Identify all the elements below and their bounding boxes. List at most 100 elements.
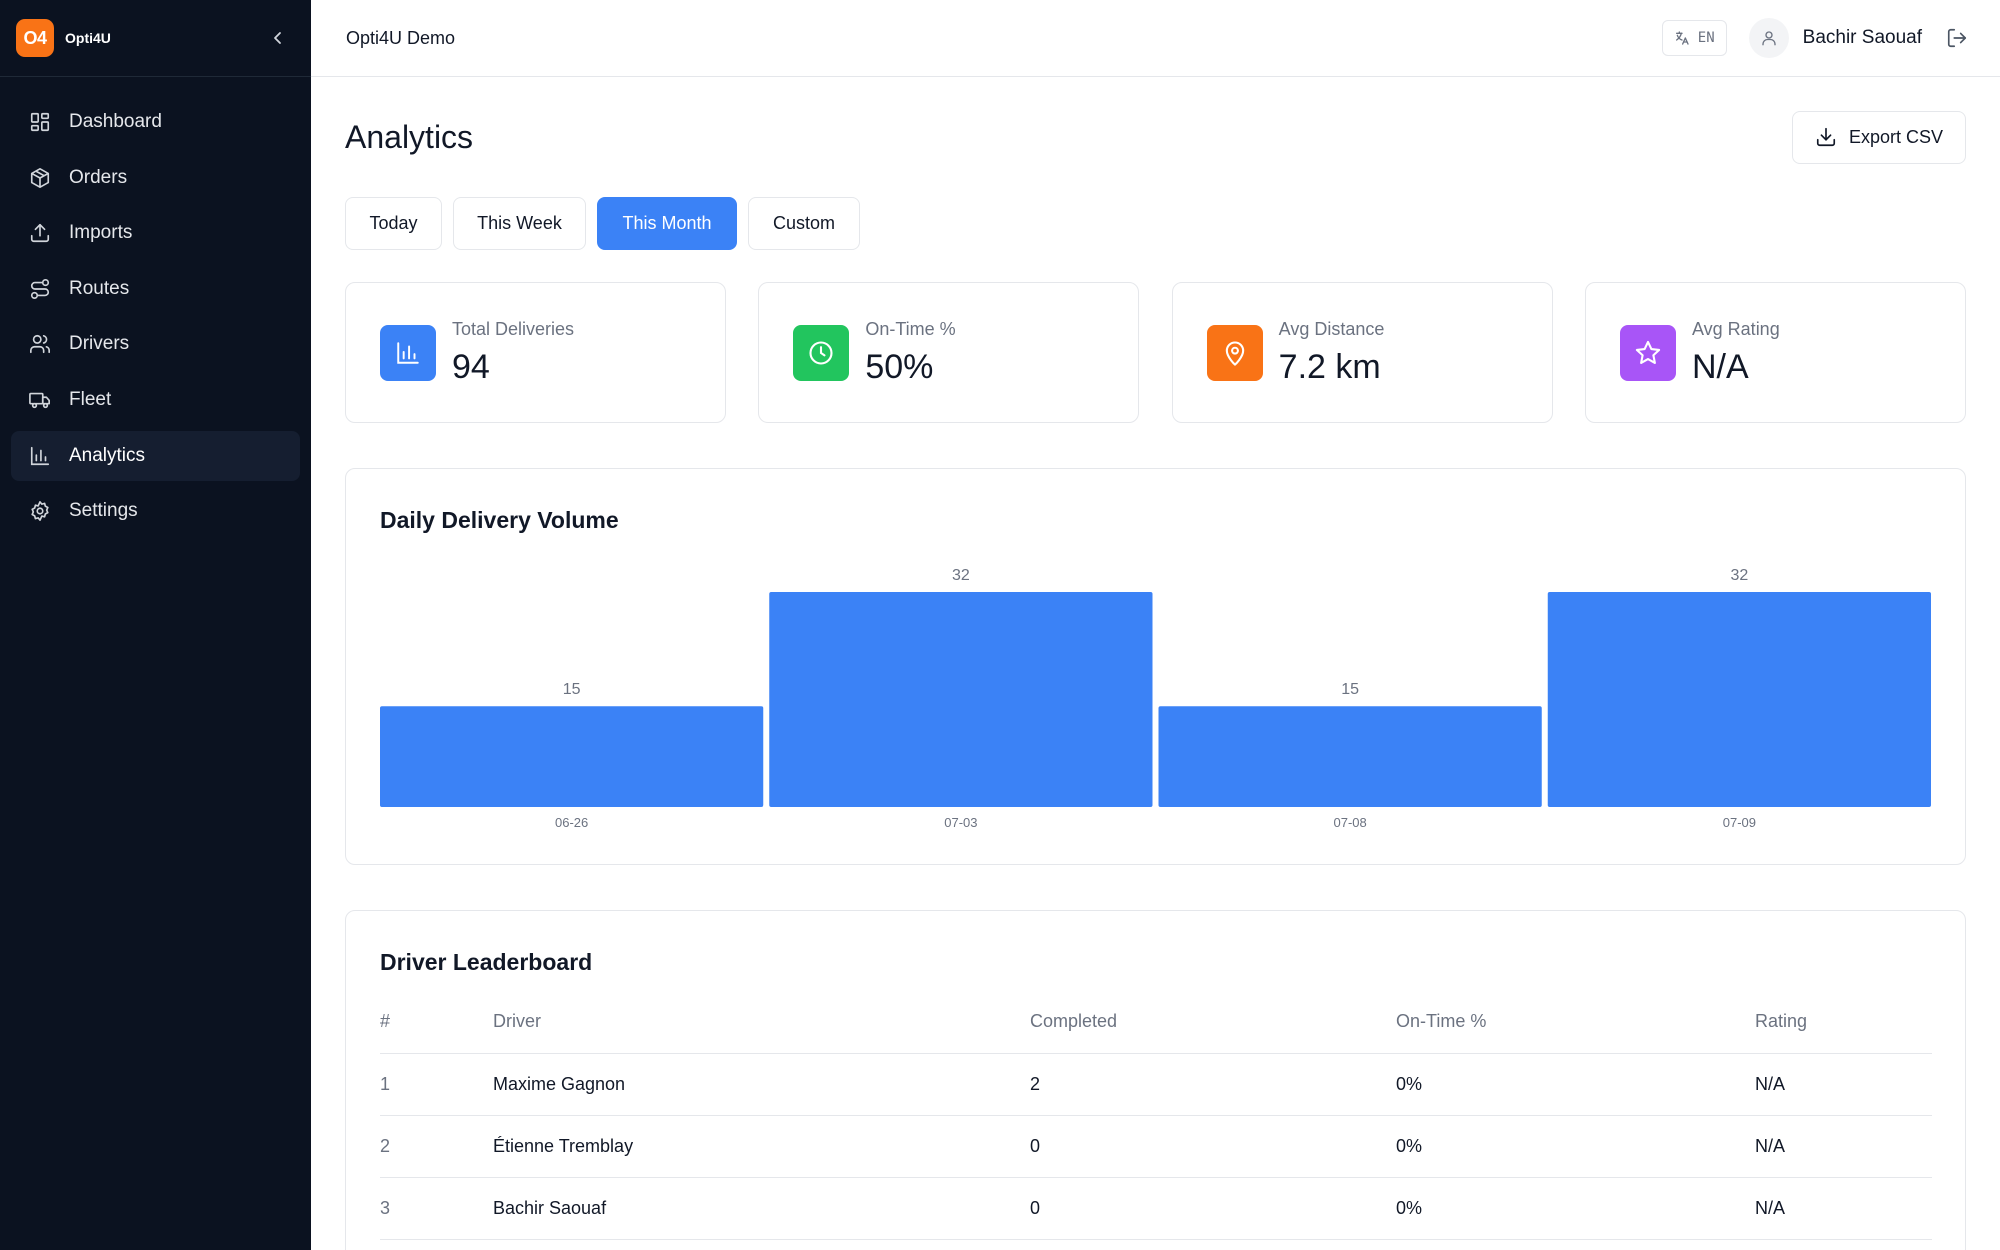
logout-icon [1947, 28, 1967, 48]
top-bar: Opti4U Demo EN Bachir Saouaf [311, 0, 2000, 77]
cell-rank: 1 [380, 1053, 493, 1116]
gear-icon [28, 499, 52, 523]
chart-category-label: 06-26 [555, 815, 588, 830]
bar-chart-icon [28, 444, 52, 468]
user-icon [1761, 31, 1776, 46]
export-label: Export CSV [1848, 126, 1943, 147]
cell-driver: Bachir Saouaf [493, 1177, 1030, 1240]
cell-completed: 2 [1030, 1053, 1396, 1116]
chart-bar-07-03[interactable] [769, 592, 1153, 807]
column-header-completed: Completed [1030, 991, 1396, 1054]
top-bar-actions: EN Bachir Saouaf [1661, 18, 2000, 58]
kpi-value: N/A [1691, 347, 1749, 386]
cell-rating: N/A [1755, 1115, 1932, 1178]
sidebar-item-label: Routes [69, 277, 130, 299]
daily-delivery-chart: 15 06-26 32 07-03 15 07-08 32 07-09 [380, 567, 1931, 830]
chart-category-label: 07-03 [944, 815, 977, 830]
collapse-sidebar-button[interactable] [267, 27, 289, 49]
kpi-cards: Total Deliveries 94 On-Time % 50% Avg Di… [345, 282, 1966, 423]
chart-bar-07-08[interactable] [1158, 706, 1542, 807]
tab-custom[interactable]: Custom [748, 197, 860, 250]
cell-driver: Étienne Tremblay [493, 1115, 1030, 1178]
cell-driver: Maxime Gagnon [493, 1053, 1030, 1116]
chart-value-label: 32 [1730, 567, 1748, 584]
app-logo[interactable]: O4 [16, 19, 54, 57]
user-name: Bachir Saouaf [1802, 27, 1922, 48]
sidebar-item-imports[interactable]: Imports [11, 208, 300, 258]
logout-button[interactable] [1944, 25, 1970, 51]
route-icon [28, 277, 52, 301]
cell-on-time: 0% [1396, 1177, 1755, 1240]
kpi-card-avg-rating: Avg Rating N/A [1584, 282, 1966, 423]
brand-name: Opti4U [65, 30, 111, 46]
leaderboard-title: Driver Leaderboard [380, 949, 593, 975]
cell-on-time: 0% [1396, 1115, 1755, 1178]
sidebar-item-settings[interactable]: Settings [11, 486, 300, 536]
kpi-card-on-time: On-Time % 50% [758, 282, 1140, 423]
table-row[interactable]: 3 Bachir Saouaf 0 0% N/A [380, 1177, 1932, 1240]
language-code: EN [1697, 30, 1715, 46]
kpi-label: Avg Rating [1691, 318, 1780, 339]
language-switcher[interactable]: EN [1661, 20, 1727, 56]
driver-leaderboard-card: Driver Leaderboard # Driver Completed On… [345, 910, 1966, 1250]
dashboard-icon [28, 110, 52, 134]
upload-icon [28, 221, 52, 245]
map-pin-icon [1206, 324, 1263, 381]
sidebar-item-orders[interactable]: Orders [11, 153, 300, 203]
cell-rank: 2 [380, 1115, 493, 1178]
chart-title: Daily Delivery Volume [380, 507, 619, 533]
sidebar-header: O4 Opti4U [0, 0, 311, 77]
export-csv-button[interactable]: Export CSV [1791, 110, 1966, 164]
cell-completed: 0 [1030, 1115, 1396, 1178]
page-title: Analytics [345, 118, 474, 155]
clock-icon [793, 324, 850, 381]
package-icon [28, 166, 52, 190]
chart-value-label: 15 [563, 681, 581, 698]
chart-bar-07-09[interactable] [1547, 592, 1931, 807]
date-range-tabs: Today This Week This Month Custom [345, 197, 1966, 250]
sidebar-item-routes[interactable]: Routes [11, 264, 300, 314]
chart-value-label: 15 [1341, 681, 1359, 698]
chevron-left-icon [274, 32, 281, 44]
avatar[interactable] [1748, 18, 1789, 58]
kpi-value: 50% [865, 347, 934, 386]
sidebar-item-dashboard[interactable]: Dashboard [11, 97, 300, 147]
chart-bar-06-26[interactable] [380, 706, 764, 807]
kpi-label: On-Time % [865, 318, 956, 339]
main-content: Analytics Export CSV Today This Week Thi… [345, 77, 1966, 1250]
organization-name: Opti4U Demo [346, 27, 456, 48]
kpi-card-total-deliveries: Total Deliveries 94 [345, 282, 726, 423]
daily-delivery-volume-card: Daily Delivery Volume 15 06-26 32 07-03 15 07… [345, 468, 1966, 865]
kpi-card-avg-distance: Avg Distance 7.2 km [1171, 282, 1553, 423]
chart-value-label: 32 [952, 567, 970, 584]
sidebar-nav: Dashboard Orders Imports Routes Drivers [0, 77, 311, 536]
cell-rating: N/A [1755, 1053, 1932, 1116]
chart-category-label: 07-09 [1723, 815, 1756, 830]
leaderboard-table: # Driver Completed On-Time % Rating 1 Ma… [380, 991, 1932, 1240]
column-header-rank: # [380, 991, 493, 1054]
sidebar-item-drivers[interactable]: Drivers [11, 319, 300, 369]
tab-this-week[interactable]: This Week [453, 197, 586, 250]
tab-this-month[interactable]: This Month [597, 197, 737, 250]
sidebar-item-label: Settings [69, 500, 138, 522]
bar-chart-icon [380, 324, 436, 381]
table-row[interactable]: 1 Maxime Gagnon 2 0% N/A [380, 1053, 1932, 1116]
chart-category-label: 07-08 [1334, 815, 1367, 830]
sidebar-item-label: Imports [69, 222, 133, 244]
sidebar-item-label: Orders [69, 166, 128, 188]
download-icon [1816, 127, 1836, 147]
sidebar-item-analytics[interactable]: Analytics [11, 430, 300, 481]
column-header-rating: Rating [1755, 991, 1932, 1054]
kpi-label: Avg Distance [1278, 318, 1385, 339]
cell-rank: 3 [380, 1177, 493, 1240]
kpi-label: Total Deliveries [452, 318, 575, 339]
translate-icon [1675, 31, 1689, 45]
column-header-on-time: On-Time % [1396, 991, 1755, 1054]
sidebar-item-fleet[interactable]: Fleet [11, 375, 300, 425]
truck-icon [28, 388, 52, 412]
table-row[interactable]: 2 Étienne Tremblay 0 0% N/A [380, 1115, 1932, 1178]
star-icon [1619, 324, 1676, 381]
tab-today[interactable]: Today [345, 197, 442, 250]
sidebar: O4 Opti4U Dashboard Orders Imports [0, 0, 311, 1250]
sidebar-item-label: Fleet [69, 388, 112, 410]
